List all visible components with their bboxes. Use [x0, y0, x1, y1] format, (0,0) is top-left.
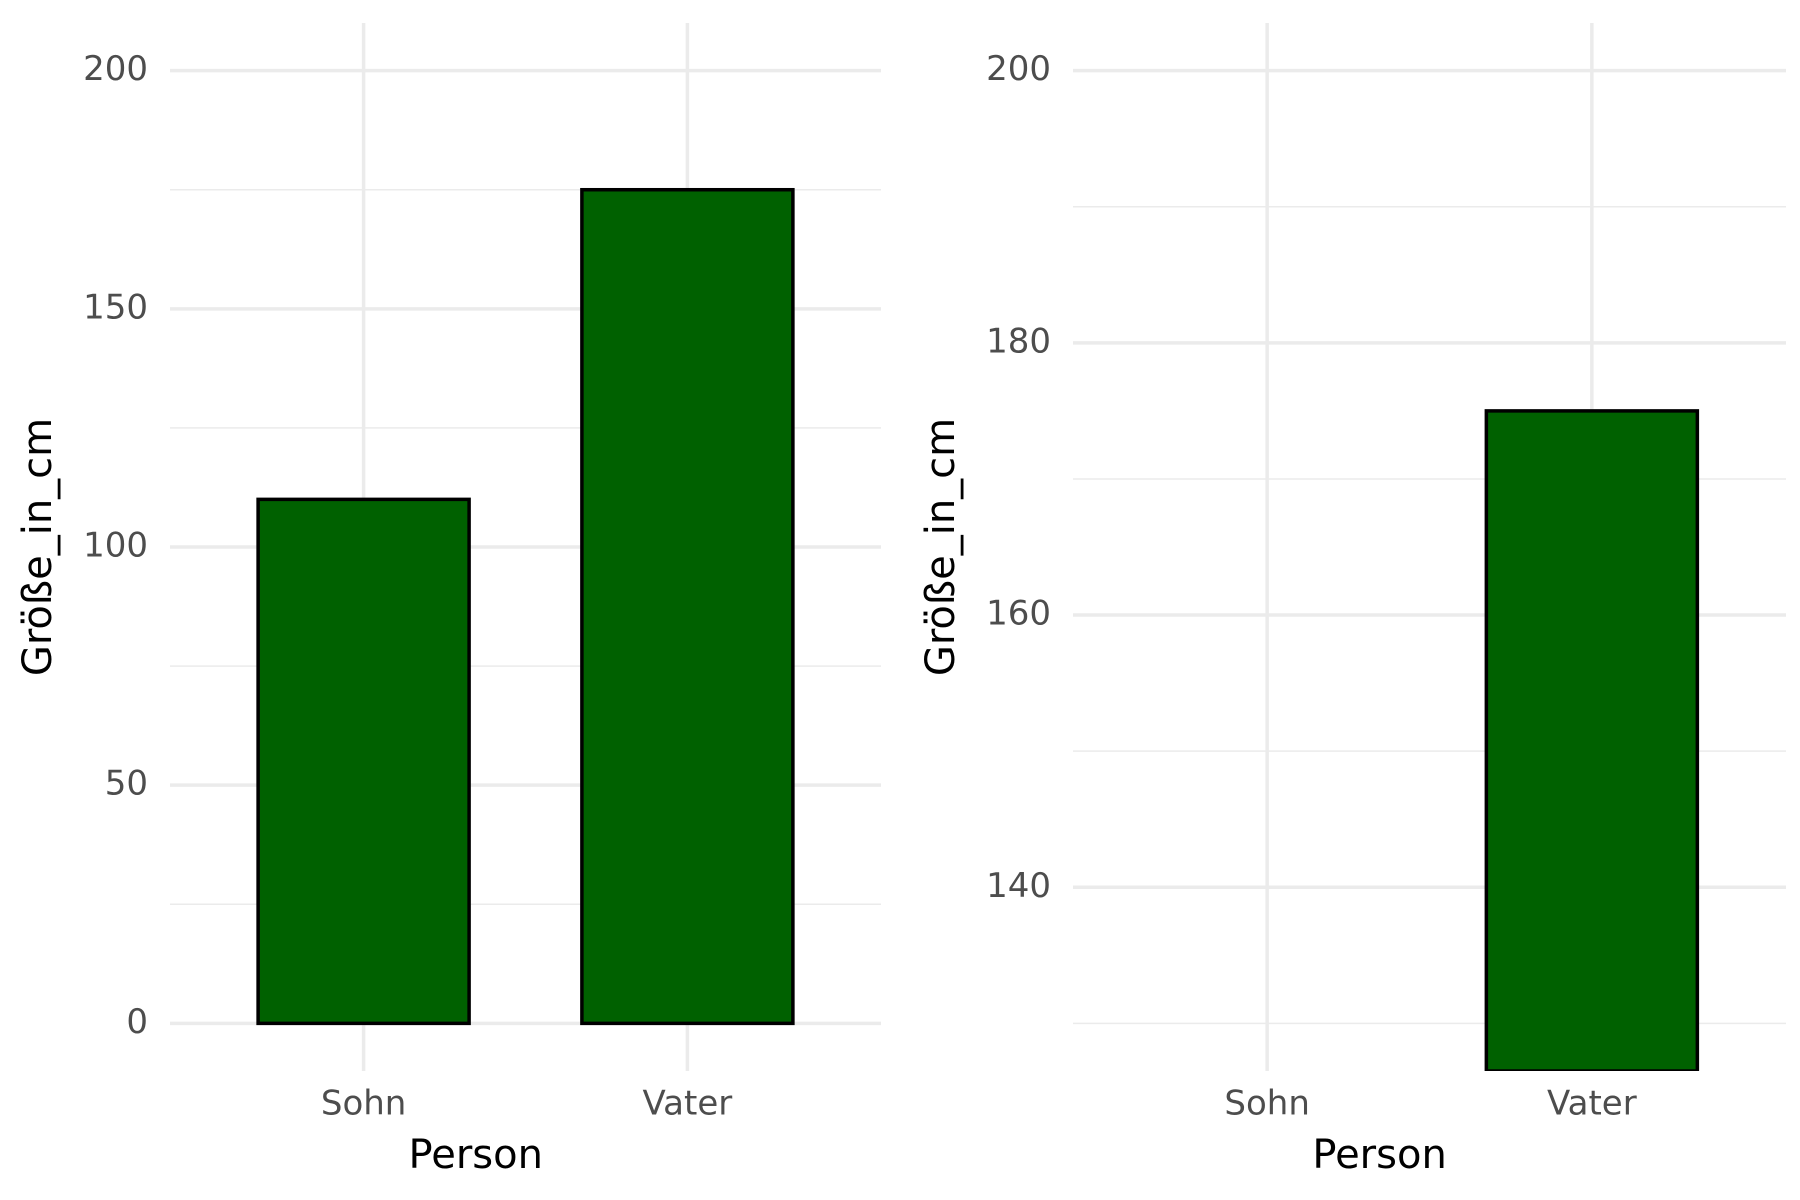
y-tick-label: 0: [126, 1002, 148, 1042]
x-tick-label: Vater: [643, 1084, 733, 1124]
x-tick-label: Sohn: [1224, 1084, 1309, 1124]
bar: [1484, 409, 1700, 1071]
x-tick-label: Vater: [1547, 1084, 1637, 1124]
y-tick-label: 180: [986, 321, 1051, 361]
bar: [580, 187, 795, 1026]
y-tick-label: 150: [83, 287, 148, 327]
x-axis-title: Person: [1312, 1132, 1446, 1178]
panel: 140 160 180 200 Sohn Vater Person Größe_in_cm: [918, 23, 1786, 1178]
y-tick-label: 160: [986, 594, 1051, 634]
y-tick-label: 50: [105, 764, 148, 804]
panel: 0 50 100 150 200 Sohn Vater Person Größe_in_cm: [15, 23, 881, 1178]
y-axis-title: Größe_in_cm: [918, 418, 964, 676]
y-tick-label: 200: [986, 49, 1051, 89]
x-axis-title: Person: [409, 1132, 543, 1178]
y-axis-title: Größe_in_cm: [15, 418, 61, 676]
y-tick-label: 140: [986, 866, 1051, 906]
y-tick-label: 200: [83, 49, 148, 89]
bar: [256, 497, 471, 1026]
y-tick-label: 100: [83, 526, 148, 566]
x-tick-label: Sohn: [321, 1084, 406, 1124]
